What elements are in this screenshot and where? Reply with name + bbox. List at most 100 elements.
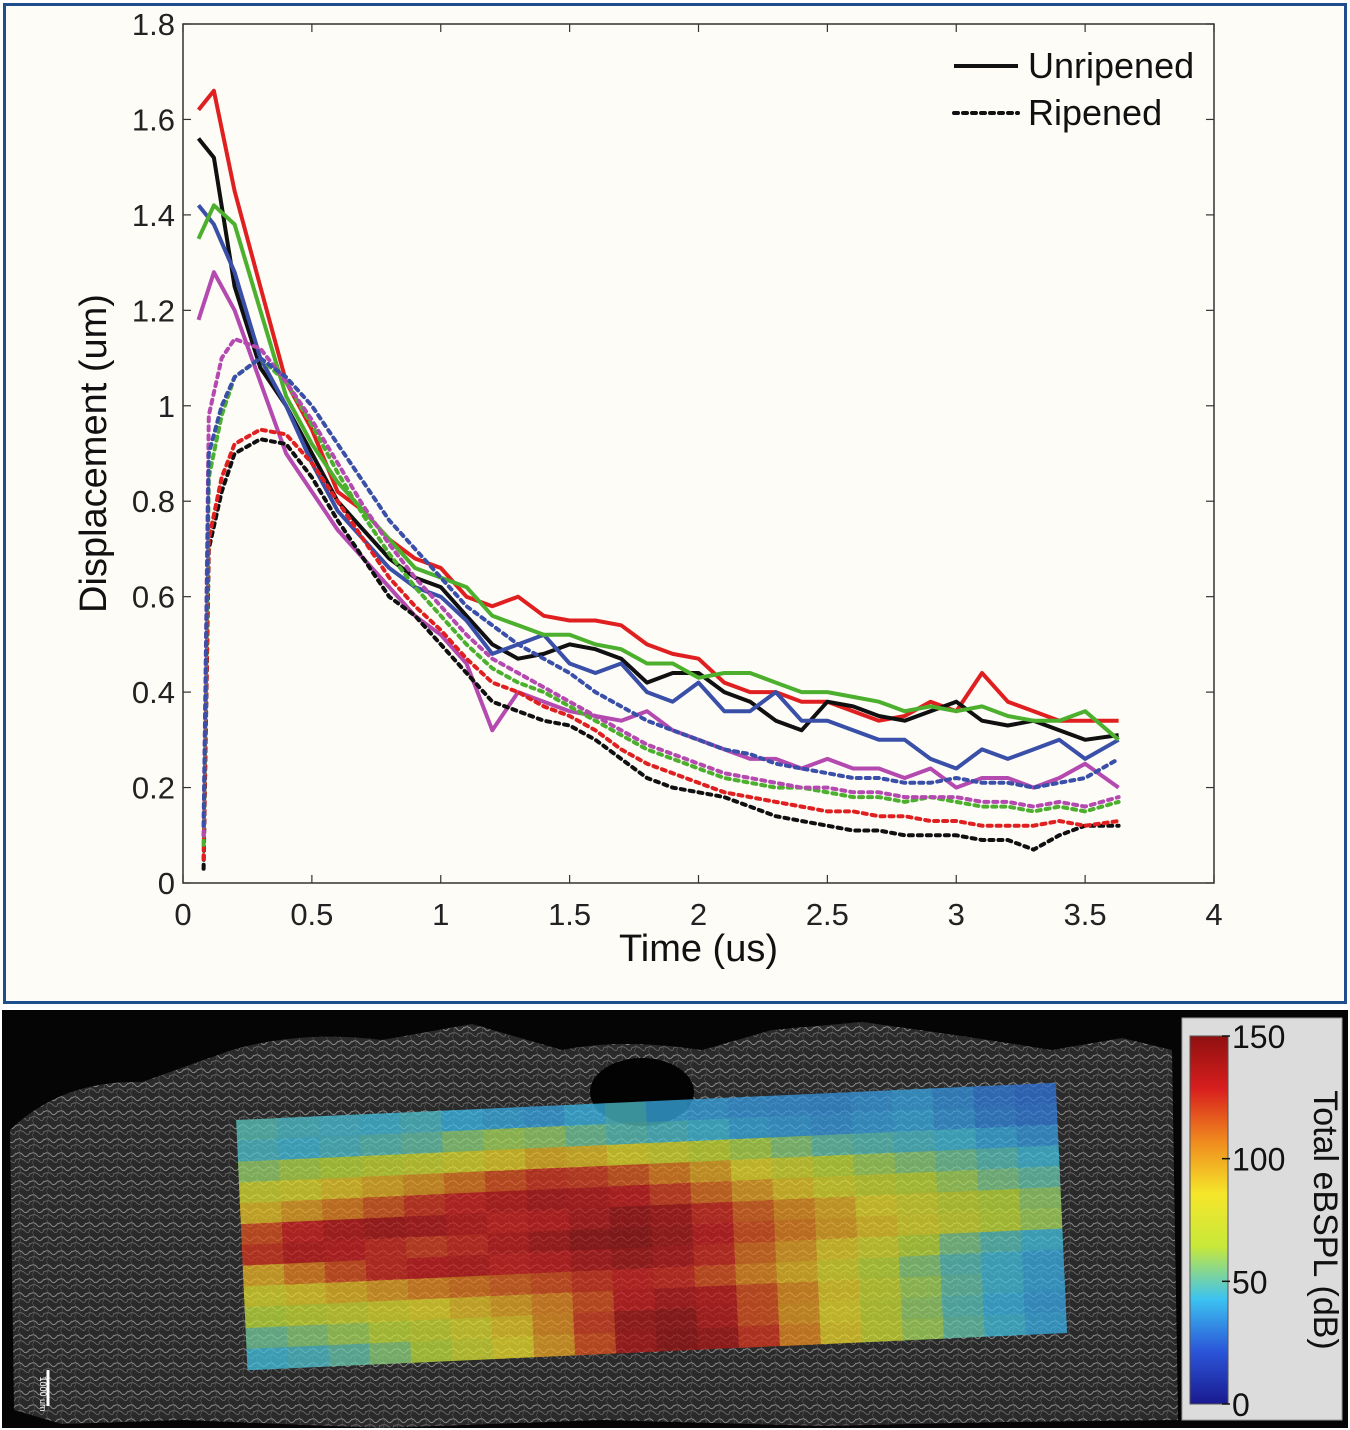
y-tick-label: 1.8 xyxy=(132,7,175,42)
heatmap-cell xyxy=(277,1116,320,1140)
heatmap-cell xyxy=(687,1118,730,1142)
heatmap-cell xyxy=(777,1302,821,1326)
colorbar-tick-label: 100 xyxy=(1232,1142,1285,1178)
heatmap-cell xyxy=(975,1126,1018,1150)
heatmap-cell xyxy=(810,1112,853,1137)
heatmap-cell xyxy=(851,1111,894,1135)
x-tick-label: 3 xyxy=(948,897,965,932)
heatmap-cell xyxy=(320,1176,364,1201)
heatmap-cell xyxy=(278,1157,322,1182)
heatmap-cell xyxy=(237,1138,280,1163)
heatmap-cell xyxy=(568,1207,611,1231)
heatmap-cell xyxy=(1018,1166,1061,1190)
heatmap-cell xyxy=(524,1146,568,1170)
heatmap-cell xyxy=(815,1216,858,1241)
heatmap-cell xyxy=(282,1241,326,1265)
heatmap-cell xyxy=(656,1328,699,1352)
heatmap-cell xyxy=(891,1088,934,1112)
heatmap-cell xyxy=(445,1212,489,1237)
heatmap-cell xyxy=(604,1101,648,1125)
heatmap-cell xyxy=(605,1122,649,1146)
heatmap-cell xyxy=(407,1277,450,1301)
heatmap-cell xyxy=(482,1127,526,1151)
heatmap-cell xyxy=(777,1281,820,1305)
heatmap-cell xyxy=(973,1084,1016,1108)
heatmap-cell xyxy=(410,1339,453,1363)
colorbar-tick-label: 0 xyxy=(1232,1387,1250,1423)
heatmap-cell xyxy=(532,1313,575,1337)
heatmap-cell xyxy=(529,1250,572,1274)
heatmap-cell xyxy=(281,1220,325,1244)
y-tick-label: 0.4 xyxy=(132,675,175,710)
heatmap-cell xyxy=(492,1335,535,1360)
heatmap-cell xyxy=(650,1203,693,1227)
heatmap-cell xyxy=(737,1303,780,1328)
heatmap-cell xyxy=(327,1322,370,1346)
heatmap-cell xyxy=(1017,1145,1060,1169)
heatmap-cell xyxy=(686,1097,730,1121)
legend-label-ripened: Ripened xyxy=(1028,92,1162,133)
heatmap-cell xyxy=(978,1188,1021,1212)
scale-bar-label: 1000 um xyxy=(38,1376,48,1411)
heatmap-cell xyxy=(280,1199,324,1223)
heatmap-cell xyxy=(440,1108,484,1132)
heatmap-cell xyxy=(533,1334,576,1358)
heatmap-cell xyxy=(939,1253,983,1277)
heatmap-cell xyxy=(483,1148,527,1172)
x-tick-label: 4 xyxy=(1205,897,1222,932)
heatmap-cell xyxy=(242,1263,286,1287)
heatmap-cell xyxy=(732,1199,775,1224)
heatmap-cell xyxy=(895,1171,938,1195)
heatmap-cell xyxy=(406,1256,449,1280)
heatmap-cell xyxy=(737,1324,781,1348)
heatmap-cell xyxy=(734,1241,777,1265)
line-chart-panel: 0 0.5 1 1.5 2 2.5 3 3.5 4 0 0.2 0.4 0.6 0.8 1 1.2 1.4 1.6… xyxy=(3,3,1347,1004)
unripened-series-line-4 xyxy=(196,203,1120,742)
heatmap-cell xyxy=(523,1125,567,1150)
heatmap-cell xyxy=(245,1326,288,1350)
colorbar-tick-label: 50 xyxy=(1232,1264,1268,1300)
heatmap-cell xyxy=(1021,1249,1065,1273)
heatmap-cell xyxy=(565,1144,609,1169)
heatmap-cell xyxy=(693,1243,736,1267)
ripened-series-line-7 xyxy=(201,427,1121,862)
heatmap-cell xyxy=(858,1256,901,1280)
heatmap-cell xyxy=(365,1258,409,1282)
heatmap-cell xyxy=(731,1179,774,1203)
heatmap-cell xyxy=(691,1201,734,1225)
y-tick-label: 1 xyxy=(158,389,175,424)
heatmap-cell xyxy=(526,1188,569,1212)
heatmap-cell xyxy=(893,1130,936,1154)
heatmap-cell xyxy=(645,1099,689,1123)
heatmap-cell xyxy=(239,1201,283,1225)
heatmap-cell xyxy=(358,1112,402,1136)
heatmap-cell xyxy=(531,1292,574,1316)
heatmap-cell xyxy=(892,1109,935,1133)
heatmap-cell xyxy=(974,1105,1017,1129)
heatmap-cell xyxy=(489,1273,532,1297)
colorbar-label: Total eBSPL (dB) xyxy=(1306,1090,1344,1350)
heatmap-cell xyxy=(1019,1186,1062,1211)
heatmap-cell xyxy=(770,1135,813,1159)
y-axis-label: Displacement (um) xyxy=(73,294,115,613)
heatmap-cell xyxy=(323,1239,367,1263)
heatmap-cell xyxy=(614,1309,657,1333)
heatmap-cell xyxy=(859,1298,903,1322)
y-tick-label: 1.4 xyxy=(132,198,175,233)
heatmap-cell xyxy=(491,1315,534,1339)
heatmap-cell xyxy=(522,1105,566,1129)
heatmap-cell xyxy=(318,1135,362,1159)
heatmap-cell xyxy=(1019,1207,1063,1231)
unripened-series-line-3 xyxy=(196,204,1120,771)
heatmap-cell xyxy=(727,1095,771,1119)
heatmap-cell xyxy=(486,1211,529,1235)
heatmap-cell xyxy=(318,1114,361,1138)
legend-label-unripened: Unripened xyxy=(1028,45,1194,86)
heatmap-cell xyxy=(901,1317,945,1341)
heatmap-cell xyxy=(855,1194,898,1218)
heatmap-overlay xyxy=(236,1082,1068,1371)
heatmap-cell xyxy=(899,1275,943,1299)
heatmap-cell xyxy=(692,1222,735,1246)
heatmap-cell xyxy=(819,1321,863,1345)
heatmap-cell xyxy=(450,1316,493,1341)
